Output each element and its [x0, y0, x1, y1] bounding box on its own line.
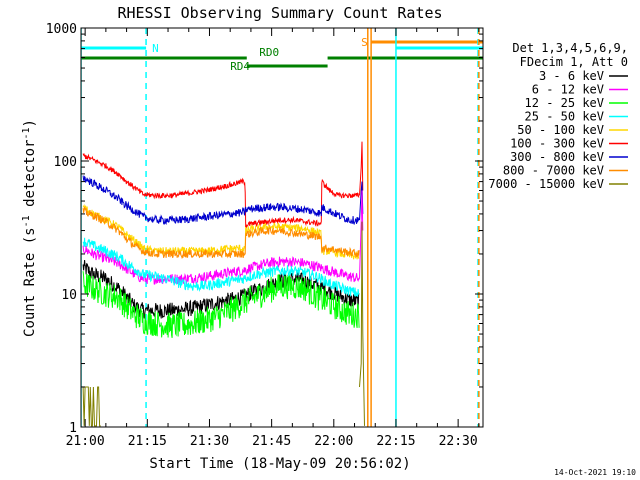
legend-entry-label: 12 - 25 keV [525, 96, 604, 110]
legend-entry-label: 6 - 12 keV [532, 83, 604, 97]
series-line [82, 237, 360, 297]
y-tick-label: 1 [69, 421, 77, 436]
flag-label: S [361, 36, 368, 49]
legend-entry-label: 50 - 100 keV [517, 123, 604, 137]
flare-spike [359, 190, 364, 279]
series-lines [82, 141, 365, 427]
series-line [82, 259, 360, 319]
flag-vertical-lines [81, 28, 480, 427]
legend-entry-label: 3 - 6 keV [539, 69, 604, 83]
series-line [82, 153, 360, 229]
series-line [82, 386, 101, 427]
y-tick-label: 100 [54, 155, 77, 170]
x-tick-label: 22:00 [314, 434, 353, 449]
flare-spike [359, 141, 364, 196]
y-axis-ticks: 1 10 100 1000 [46, 22, 483, 436]
series-line [82, 271, 360, 338]
series-line [82, 204, 360, 260]
x-tick-label: 21:00 [66, 434, 105, 449]
flag-label: N [152, 42, 159, 55]
legend-header-line-1: Det 1,3,4,5,6,9, [512, 41, 628, 55]
legend: Det 1,3,4,5,6,9, FDecim 1, Att 0 3 - 6 k… [488, 41, 628, 191]
legend-entry-label: 7000 - 15000 keV [488, 177, 604, 191]
series-line [82, 245, 360, 285]
legend-entry-label: 800 - 7000 keV [503, 164, 604, 178]
legend-entry-label: 25 - 50 keV [525, 110, 604, 124]
x-axis-label: Start Time (18-May-09 20:56:02) [149, 456, 410, 472]
series-line [82, 206, 360, 260]
legend-entry-label: 100 - 300 keV [510, 137, 604, 151]
y-tick-label: 1000 [46, 22, 77, 37]
x-tick-label: 21:30 [190, 434, 229, 449]
flag-label: RD4 [230, 60, 250, 73]
legend-entry-label: 300 - 800 keV [510, 150, 604, 164]
chart-title: RHESSI Observing Summary Count Rates [117, 4, 442, 22]
flag-label: RD0 [259, 46, 279, 59]
x-tick-label: 21:45 [252, 434, 291, 449]
y-axis-label: Count Rate (s-1 detector-1) [21, 119, 38, 337]
x-tick-label: 22:15 [376, 434, 415, 449]
flare-spike [359, 221, 365, 426]
plot-frame [80, 27, 484, 428]
generation-timestamp: 14-Oct-2021 19:10 [554, 468, 636, 477]
flag-bars: N S RD0 RD4 [81, 36, 483, 73]
legend-header-line-2: FDecim 1, Att 0 [520, 55, 628, 69]
x-tick-label: 21:15 [128, 434, 167, 449]
x-tick-label: 22:30 [439, 434, 478, 449]
series-line [82, 175, 360, 226]
x-axis-ticks: 21:00 21:15 21:30 21:45 22:00 22:15 22:30 [66, 28, 480, 449]
y-tick-label: 10 [61, 288, 77, 303]
